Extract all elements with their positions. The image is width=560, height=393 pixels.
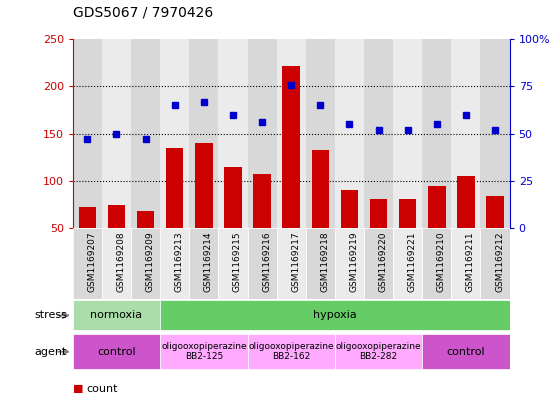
Text: GSM1169218: GSM1169218 [320,231,329,292]
Text: control: control [447,347,485,357]
Bar [73,228,102,299]
Bar [166,148,184,228]
Bar [218,39,248,228]
Text: GSM1169215: GSM1169215 [233,231,242,292]
Bar [451,228,480,299]
Bar [480,39,510,228]
Text: GSM1169220: GSM1169220 [379,231,388,292]
Text: GSM1169213: GSM1169213 [175,231,184,292]
Bar [451,39,480,228]
Text: agent: agent [35,347,67,357]
Text: GSM1169214: GSM1169214 [204,231,213,292]
Bar [335,334,422,369]
Text: GSM1169207: GSM1169207 [87,231,96,292]
Bar [370,199,388,228]
Text: GSM1169209: GSM1169209 [146,231,155,292]
Bar [248,334,335,369]
Bar [160,39,189,228]
Text: stress: stress [34,310,67,320]
Bar [189,39,218,228]
Text: oligooxopiperazine
BB2-162: oligooxopiperazine BB2-162 [249,342,334,362]
Bar [160,300,510,331]
Text: ■: ■ [73,384,83,393]
Bar [160,228,189,299]
Bar [340,190,358,228]
Bar [253,174,271,228]
Bar [306,39,335,228]
Bar [306,228,335,299]
Bar [486,196,504,228]
Text: GSM1169221: GSM1169221 [408,231,417,292]
Bar [189,228,218,299]
Bar [137,211,155,228]
Text: GSM1169219: GSM1169219 [349,231,358,292]
Text: control: control [97,347,136,357]
Bar [160,334,248,369]
Bar [399,199,417,228]
Bar [73,334,160,369]
Bar [335,228,364,299]
Bar [335,39,364,228]
Text: GDS5067 / 7970426: GDS5067 / 7970426 [73,6,213,20]
Bar [248,39,277,228]
Text: GSM1169217: GSM1169217 [291,231,300,292]
Bar [131,39,160,228]
Bar [393,39,422,228]
Bar [428,186,446,228]
Bar [422,334,510,369]
Text: GSM1169212: GSM1169212 [495,231,504,292]
Bar [364,228,393,299]
Bar [422,228,451,299]
Bar [108,205,125,228]
Text: GSM1169216: GSM1169216 [262,231,271,292]
Bar [102,39,131,228]
Bar [393,228,422,299]
Text: oligooxopiperazine
BB2-125: oligooxopiperazine BB2-125 [161,342,246,362]
Bar [224,167,242,228]
Bar [73,39,102,228]
Text: GSM1169208: GSM1169208 [116,231,125,292]
Bar [311,150,329,228]
Bar [422,39,451,228]
Text: GSM1169210: GSM1169210 [437,231,446,292]
Bar [364,39,393,228]
Bar [457,176,475,228]
Text: oligooxopiperazine
BB2-282: oligooxopiperazine BB2-282 [336,342,421,362]
Bar [78,207,96,228]
Bar [248,228,277,299]
Bar [282,66,300,228]
Text: GSM1169211: GSM1169211 [466,231,475,292]
Bar [195,143,213,228]
Text: count: count [87,384,118,393]
Text: hypoxia: hypoxia [313,310,357,320]
Bar [277,228,306,299]
Bar [73,300,160,331]
Bar [277,39,306,228]
Bar [102,228,131,299]
Text: normoxia: normoxia [90,310,143,320]
Bar [218,228,248,299]
Bar [131,228,160,299]
Bar [480,228,510,299]
